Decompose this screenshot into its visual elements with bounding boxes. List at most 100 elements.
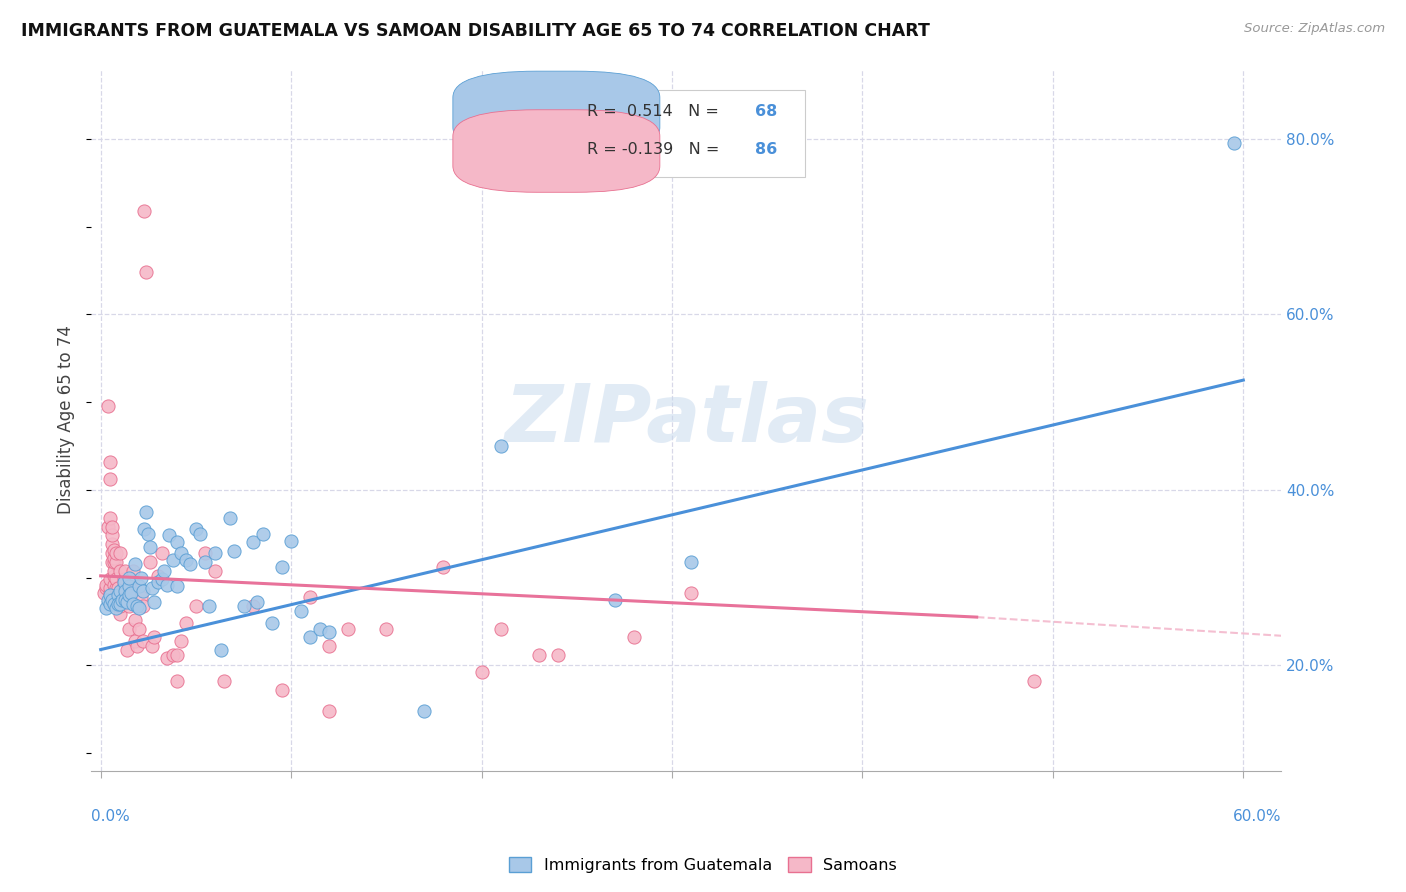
Point xyxy=(222,544,245,558)
Point xyxy=(246,595,269,609)
Point xyxy=(270,560,292,574)
Point xyxy=(107,595,129,609)
Point xyxy=(101,528,124,542)
Point xyxy=(101,546,124,560)
Point xyxy=(107,588,129,602)
Point xyxy=(96,581,118,595)
Point xyxy=(162,553,184,567)
Point xyxy=(156,651,179,665)
Point xyxy=(101,537,124,551)
Point xyxy=(108,597,131,611)
Point xyxy=(242,535,264,549)
Point xyxy=(143,630,166,644)
Point xyxy=(107,590,129,604)
Legend: Immigrants from Guatemala, Samoans: Immigrants from Guatemala, Samoans xyxy=(502,851,904,880)
Point xyxy=(162,648,184,662)
Point xyxy=(432,560,454,574)
Point xyxy=(280,533,302,548)
Point xyxy=(204,564,226,578)
Point xyxy=(129,571,152,585)
Point xyxy=(103,555,125,569)
Point xyxy=(157,528,180,542)
Point xyxy=(136,526,159,541)
Point xyxy=(176,553,198,567)
Point xyxy=(204,546,226,560)
Point xyxy=(112,574,135,589)
Point xyxy=(198,599,221,613)
Point xyxy=(337,622,360,636)
Point xyxy=(219,511,242,525)
Point xyxy=(120,577,142,591)
Point xyxy=(118,590,141,604)
Point xyxy=(112,573,135,587)
Point xyxy=(108,583,131,598)
Point xyxy=(104,546,127,560)
Point xyxy=(120,586,142,600)
Point xyxy=(188,526,211,541)
Point xyxy=(103,569,125,583)
Point xyxy=(104,581,127,595)
Point xyxy=(623,630,645,644)
Point xyxy=(318,704,340,718)
Point xyxy=(290,604,312,618)
Point xyxy=(98,581,121,595)
Point xyxy=(232,599,254,613)
Point xyxy=(470,665,492,680)
Point xyxy=(318,639,340,653)
Point xyxy=(112,577,135,591)
Point xyxy=(104,601,127,615)
Point xyxy=(98,586,121,600)
Point xyxy=(150,573,173,587)
Point xyxy=(131,583,153,598)
Point xyxy=(262,616,284,631)
Point xyxy=(1022,674,1045,689)
Point xyxy=(96,601,118,615)
Point xyxy=(308,622,330,636)
Point xyxy=(679,586,702,600)
Point xyxy=(117,595,139,609)
Point xyxy=(98,588,121,602)
Point xyxy=(179,558,201,572)
Point xyxy=(131,633,153,648)
Point xyxy=(214,674,236,689)
Point xyxy=(176,616,198,631)
Point xyxy=(125,639,148,653)
Point xyxy=(104,590,127,604)
Text: ZIPatlas: ZIPatlas xyxy=(503,381,869,458)
Point xyxy=(103,577,125,591)
Text: IMMIGRANTS FROM GUATEMALA VS SAMOAN DISABILITY AGE 65 TO 74 CORRELATION CHART: IMMIGRANTS FROM GUATEMALA VS SAMOAN DISA… xyxy=(21,22,929,40)
Point xyxy=(1223,136,1246,150)
Point xyxy=(489,622,512,636)
Point xyxy=(242,599,264,613)
Point xyxy=(299,630,322,644)
Point xyxy=(166,674,188,689)
Point xyxy=(141,639,163,653)
Point xyxy=(108,564,131,578)
Point xyxy=(375,622,398,636)
Point xyxy=(120,573,142,587)
Point xyxy=(128,579,150,593)
Point xyxy=(103,597,125,611)
Point xyxy=(101,519,124,533)
Point xyxy=(139,540,162,554)
Point xyxy=(111,595,134,609)
Point xyxy=(194,555,217,569)
Point xyxy=(114,590,136,604)
Point xyxy=(103,542,125,557)
Point xyxy=(118,588,141,602)
Point xyxy=(134,203,156,218)
Point xyxy=(107,599,129,613)
Point xyxy=(270,682,292,697)
Point xyxy=(101,555,124,569)
Point xyxy=(156,577,179,591)
Point xyxy=(128,622,150,636)
Point xyxy=(103,564,125,578)
Point xyxy=(527,648,550,662)
Text: 0.0%: 0.0% xyxy=(91,809,129,824)
Point xyxy=(166,579,188,593)
Point xyxy=(103,551,125,566)
Point xyxy=(141,581,163,595)
Point xyxy=(134,522,156,536)
Point xyxy=(131,599,153,613)
Point xyxy=(98,472,121,486)
